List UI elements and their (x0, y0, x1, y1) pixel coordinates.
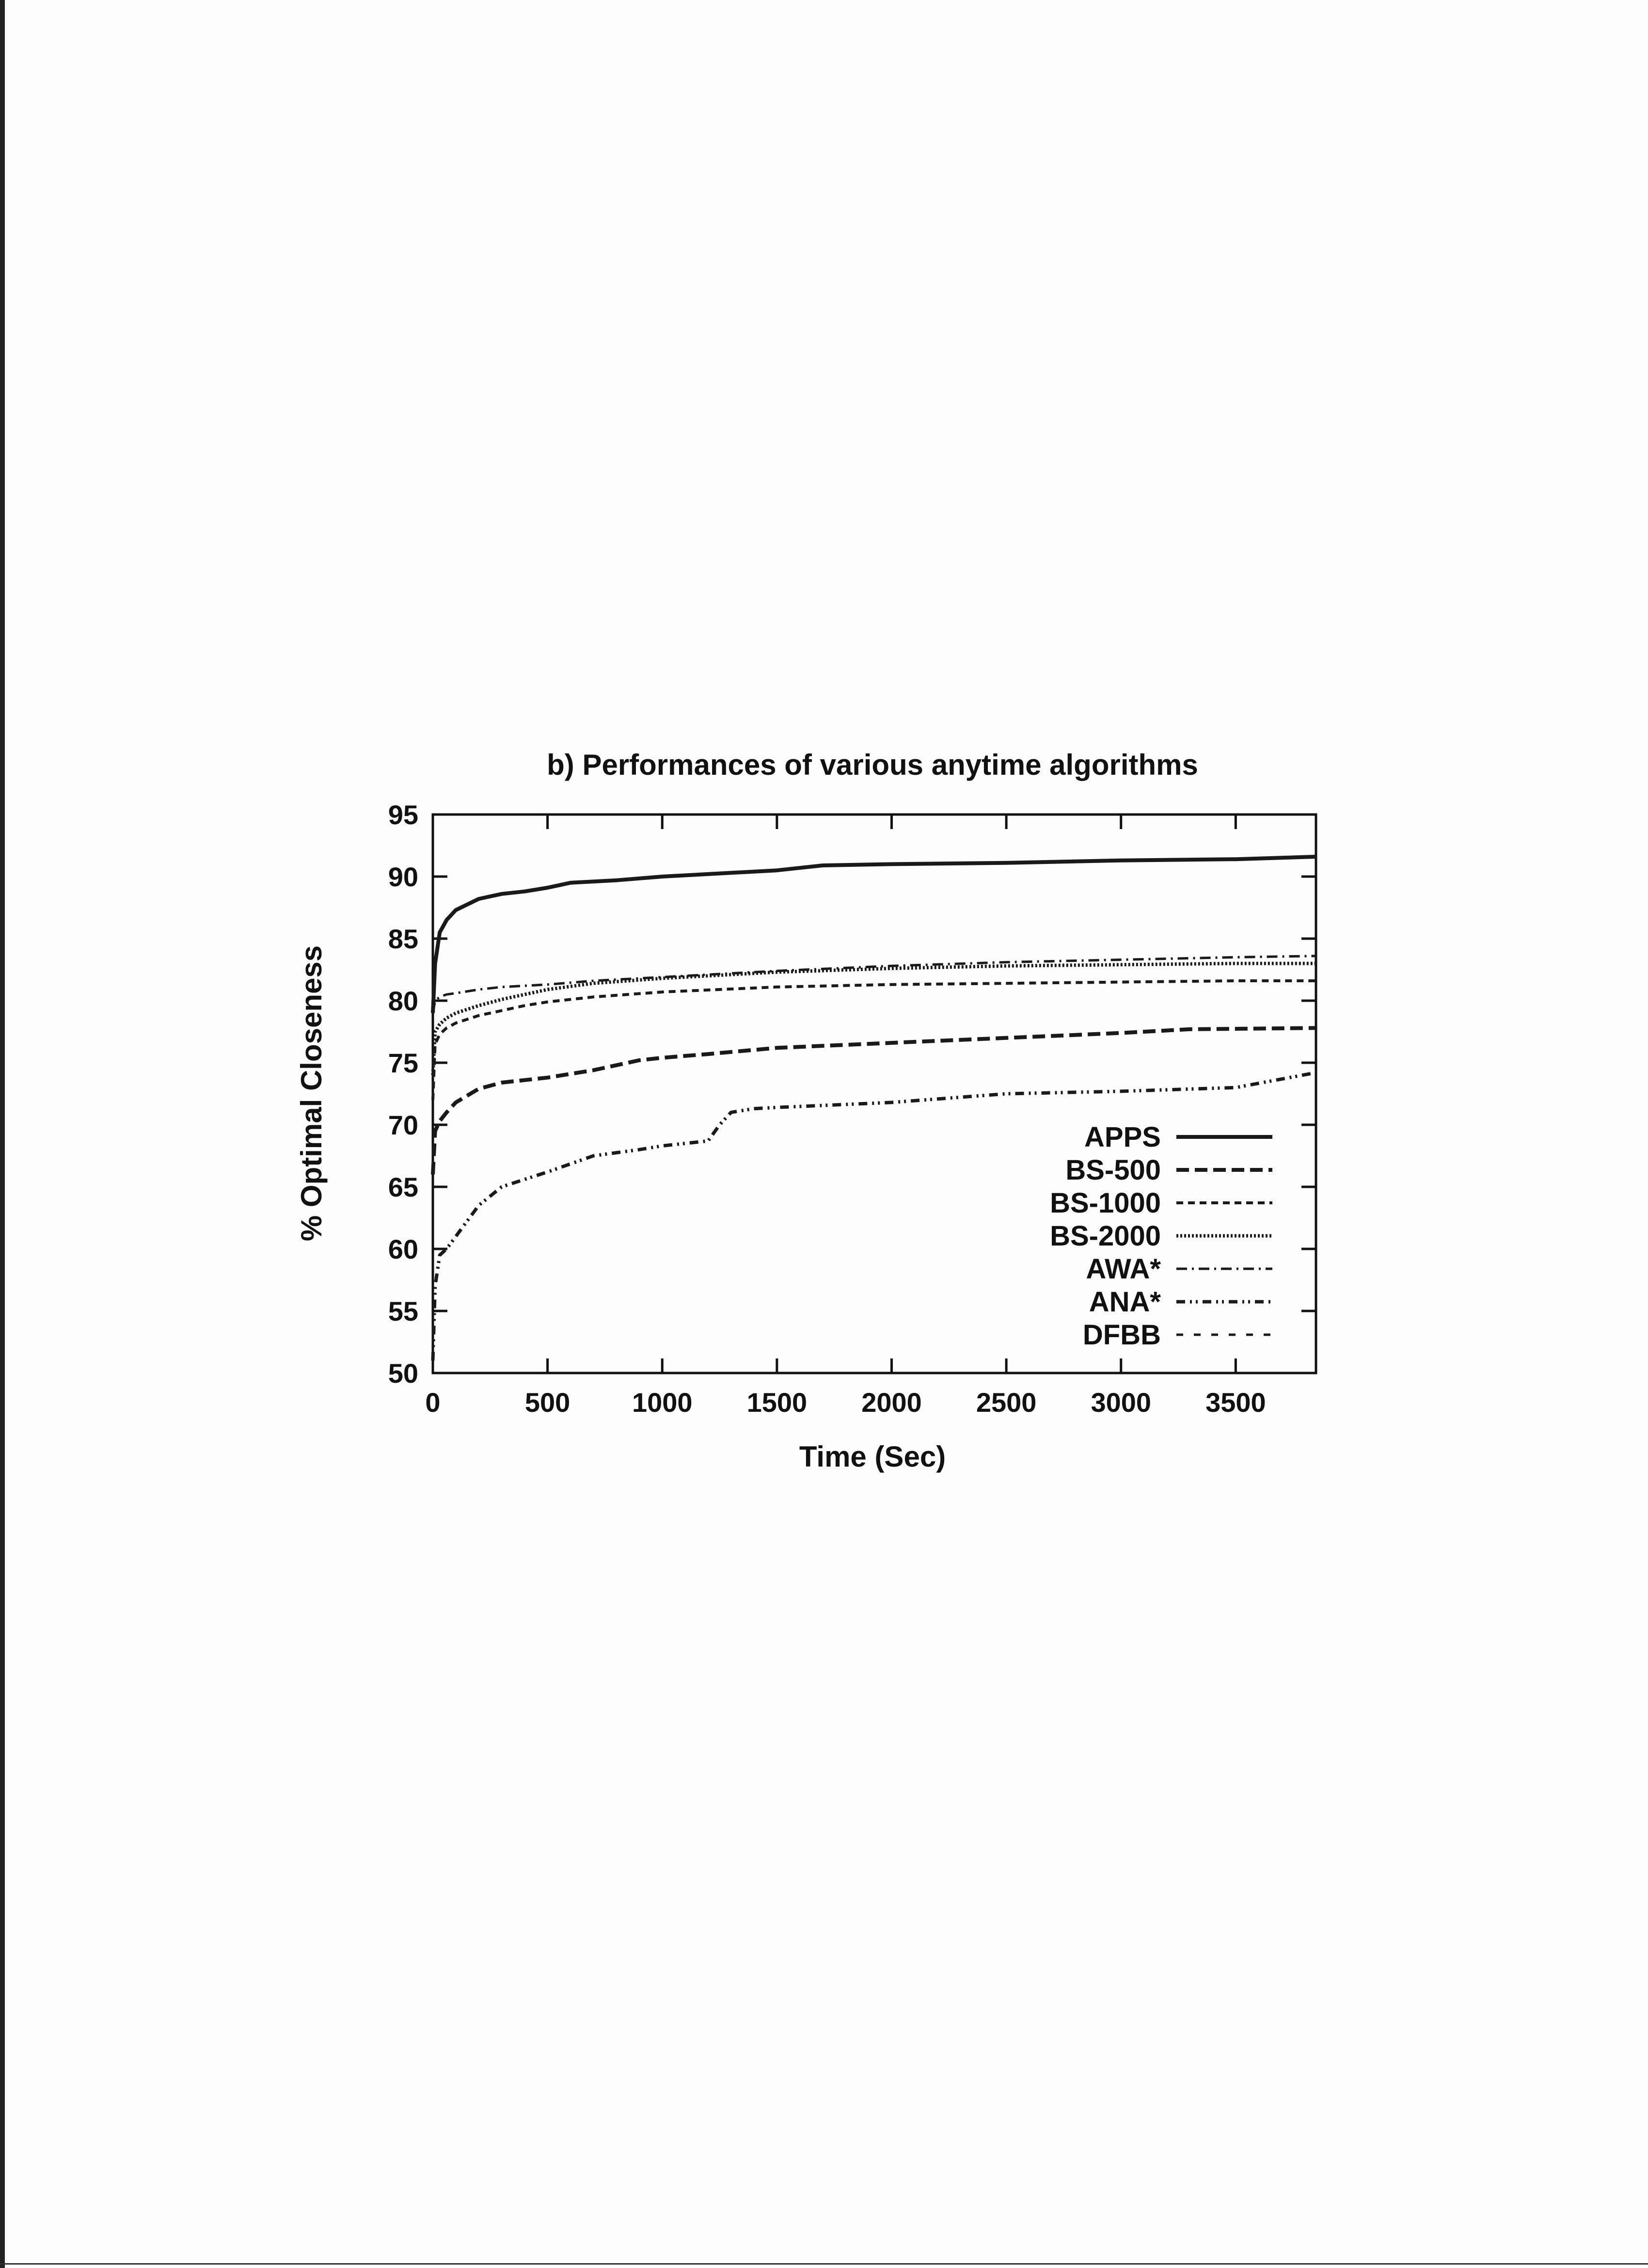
plot-frame (431, 813, 1317, 1374)
y-tick-label: 75 (388, 1048, 418, 1078)
y-tick-label: 95 (388, 799, 418, 830)
y-tick-label: 70 (388, 1110, 418, 1140)
legend-label-ana-: ANA* (1089, 1286, 1161, 1318)
x-tick-label: 500 (525, 1387, 570, 1418)
series-line-awa- (431, 955, 1316, 1014)
y-axis-label: % Optimal Closeness (295, 945, 328, 1241)
plot-area (431, 813, 1317, 1374)
legend-label-bs-1000: BS-1000 (1050, 1187, 1161, 1219)
legend-label-dfbb: DFBB (1083, 1319, 1161, 1351)
y-tick-label: 80 (388, 986, 418, 1016)
x-tick-label: 0 (425, 1387, 440, 1418)
y-tick-label: 60 (388, 1234, 418, 1264)
y-axis: 50 55 60 65 70 75 80 85 90 95 (388, 799, 1316, 1389)
series-line-bs-1000 (431, 979, 1316, 1100)
x-tick-label: 1000 (632, 1387, 693, 1418)
y-tick-label: 90 (388, 862, 418, 892)
legend-label-awa-: AWA* (1086, 1253, 1161, 1285)
x-axis-label: Time (Sec) (799, 1440, 946, 1473)
x-tick-label: 1500 (747, 1387, 808, 1418)
series-line-apps (431, 855, 1316, 1013)
x-tick-label: 2500 (976, 1387, 1037, 1418)
y-tick-label: 55 (388, 1296, 418, 1326)
scan-left-border (0, 0, 5, 2268)
legend-label-bs-500: BS-500 (1065, 1154, 1161, 1186)
x-tick-label: 3000 (1091, 1387, 1151, 1418)
y-tick-label: 65 (388, 1172, 418, 1202)
series-line-bs-2000 (431, 961, 1316, 1075)
y-tick-label: 85 (388, 924, 418, 954)
legend-label-apps: APPS (1084, 1121, 1161, 1153)
legend-label-bs-2000: BS-2000 (1050, 1220, 1161, 1252)
x-tick-label: 2000 (861, 1387, 922, 1418)
x-tick-label: 3500 (1205, 1387, 1266, 1418)
series-layer (431, 855, 1316, 1361)
scan-bottom-border (0, 2263, 1648, 2265)
chart-title: b) Performances of various anytime algor… (547, 749, 1198, 781)
series-line-ana- (431, 1071, 1316, 1361)
y-tick-label: 50 (388, 1358, 418, 1389)
series-line-bs-500 (431, 1026, 1316, 1175)
x-axis: 0 500 1000 1500 2000 2500 3000 3500 (425, 815, 1266, 1418)
